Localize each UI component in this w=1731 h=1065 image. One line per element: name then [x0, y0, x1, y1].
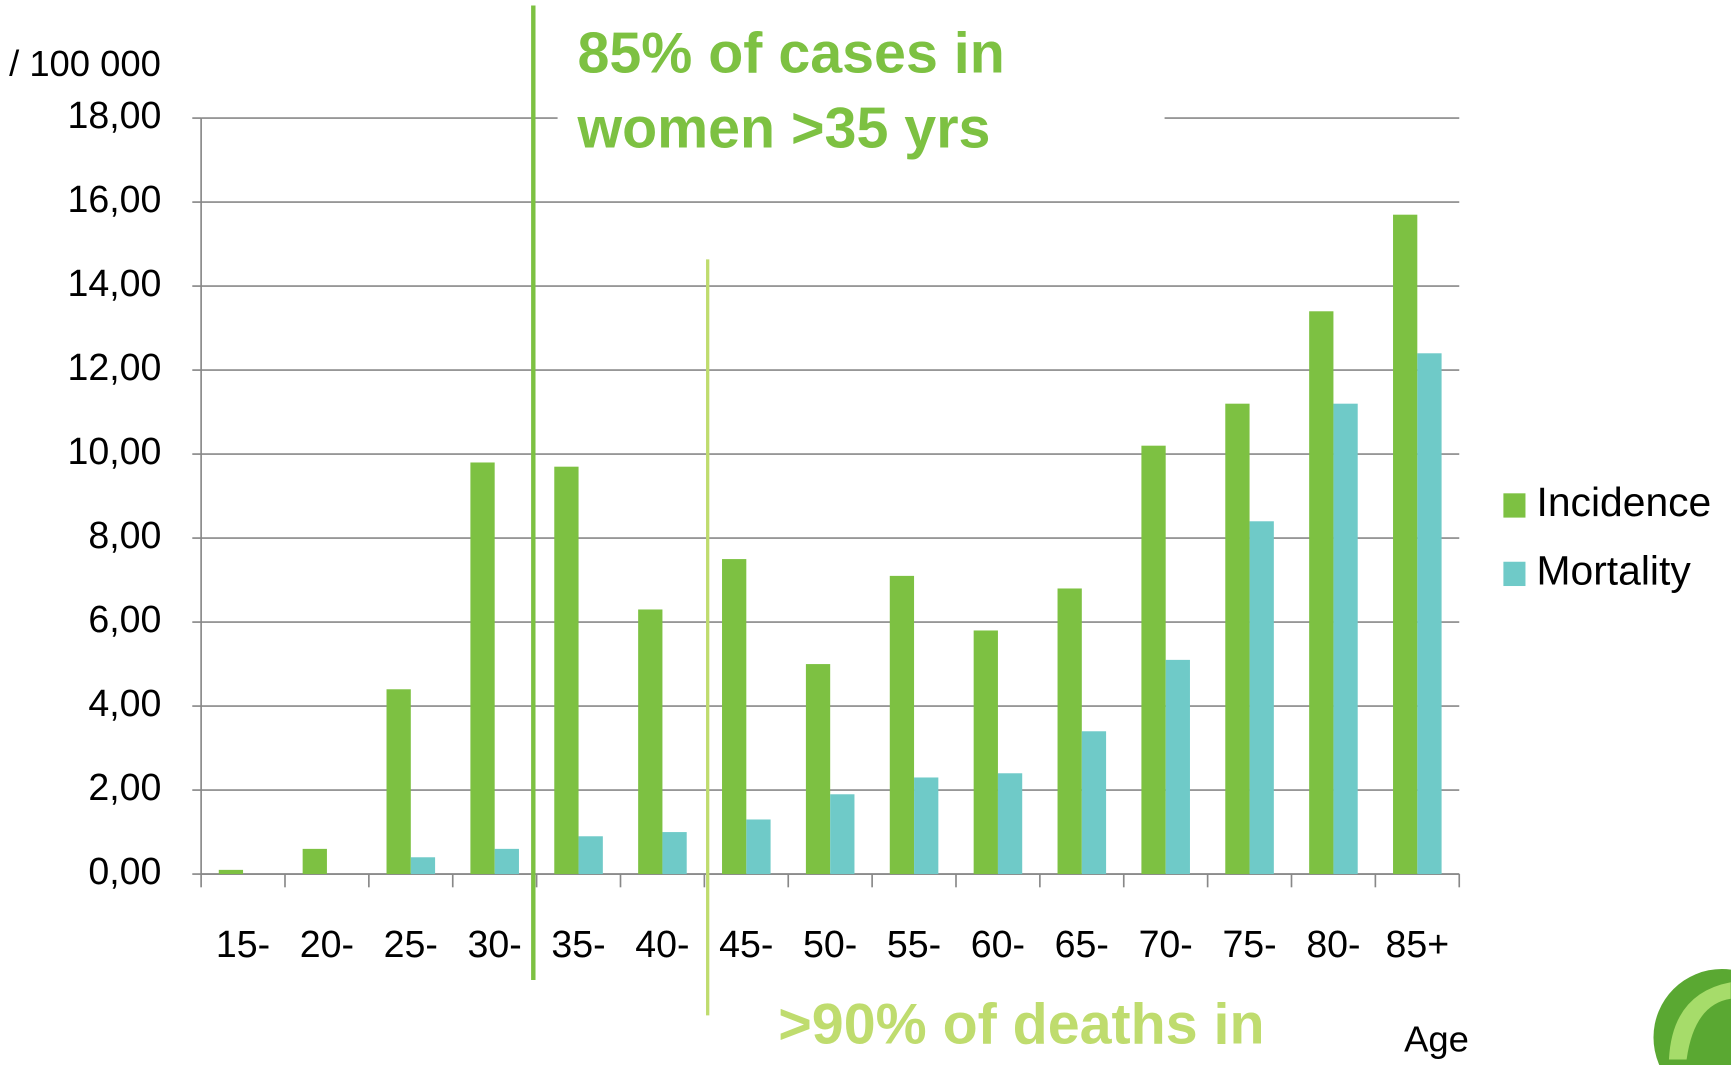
y-tick-label: 4,00 [88, 682, 161, 724]
y-axis-label: / 100 000 [9, 43, 161, 84]
bar [973, 630, 998, 875]
x-tick-label: 55- [887, 923, 941, 965]
bar [722, 559, 747, 875]
x-tick-label: 40- [635, 923, 689, 965]
annotation: women >35 yrs [576, 97, 990, 161]
y-tick-label: 18,00 [67, 94, 161, 136]
legend-swatch [1503, 493, 1526, 518]
bars [218, 214, 1442, 875]
annotation-background [557, 22, 1165, 166]
x-tick-label: 25- [384, 923, 438, 965]
bar [1081, 731, 1107, 875]
x-tick-label: 45- [719, 923, 773, 965]
bar [386, 689, 411, 875]
y-tick-label: 14,00 [67, 262, 161, 304]
bar [1249, 521, 1274, 875]
bar [830, 794, 855, 875]
bar [638, 609, 663, 875]
bar [746, 819, 771, 875]
y-tick-label: 10,00 [67, 430, 161, 472]
x-tick-label: 85+ [1385, 923, 1449, 965]
x-tick-label: 35- [551, 923, 605, 965]
y-tick-label: 16,00 [67, 178, 161, 220]
bar [494, 848, 519, 875]
bar [1225, 403, 1250, 875]
y-tick-label: 2,00 [88, 766, 161, 808]
x-axis-label: Age [1404, 1018, 1469, 1059]
y-tick-label: 0,00 [88, 850, 161, 892]
x-tick-label: 60- [971, 923, 1025, 965]
x-tick-label: 80- [1306, 923, 1360, 965]
bar [889, 575, 915, 875]
y-tick-label: 6,00 [88, 598, 161, 640]
bar [1393, 214, 1418, 875]
x-tick-label: 50- [803, 923, 857, 965]
bar [578, 836, 603, 875]
x-tick-label: 70- [1139, 923, 1193, 965]
bar [554, 466, 579, 875]
x-tick-label: 15- [216, 923, 270, 965]
bar [997, 773, 1023, 875]
bar [470, 462, 495, 875]
bar [1309, 311, 1334, 875]
bar [1165, 659, 1190, 875]
bar [410, 857, 436, 875]
bar [1417, 353, 1442, 875]
logo [1653, 969, 1731, 1065]
bar [662, 832, 687, 875]
annotation: >90% of deaths in [778, 993, 1264, 1057]
bar [914, 777, 939, 875]
bar [1141, 445, 1166, 875]
x-tick-label: 20- [300, 923, 354, 965]
bar [1333, 403, 1358, 875]
bar [1057, 588, 1082, 875]
x-tick-label: 75- [1222, 923, 1276, 965]
bar [805, 664, 831, 875]
legend-swatch [1503, 561, 1526, 587]
x-tick-label: 30- [468, 923, 522, 965]
legend-label: Incidence [1537, 479, 1712, 525]
y-tick-label: 8,00 [88, 514, 161, 556]
legend-label: Mortality [1537, 548, 1692, 594]
bar [218, 869, 244, 875]
x-tick-label: 65- [1055, 923, 1109, 965]
bar [302, 848, 327, 875]
annotation: 85% of cases in [577, 22, 1004, 86]
y-tick-label: 12,00 [67, 346, 161, 388]
